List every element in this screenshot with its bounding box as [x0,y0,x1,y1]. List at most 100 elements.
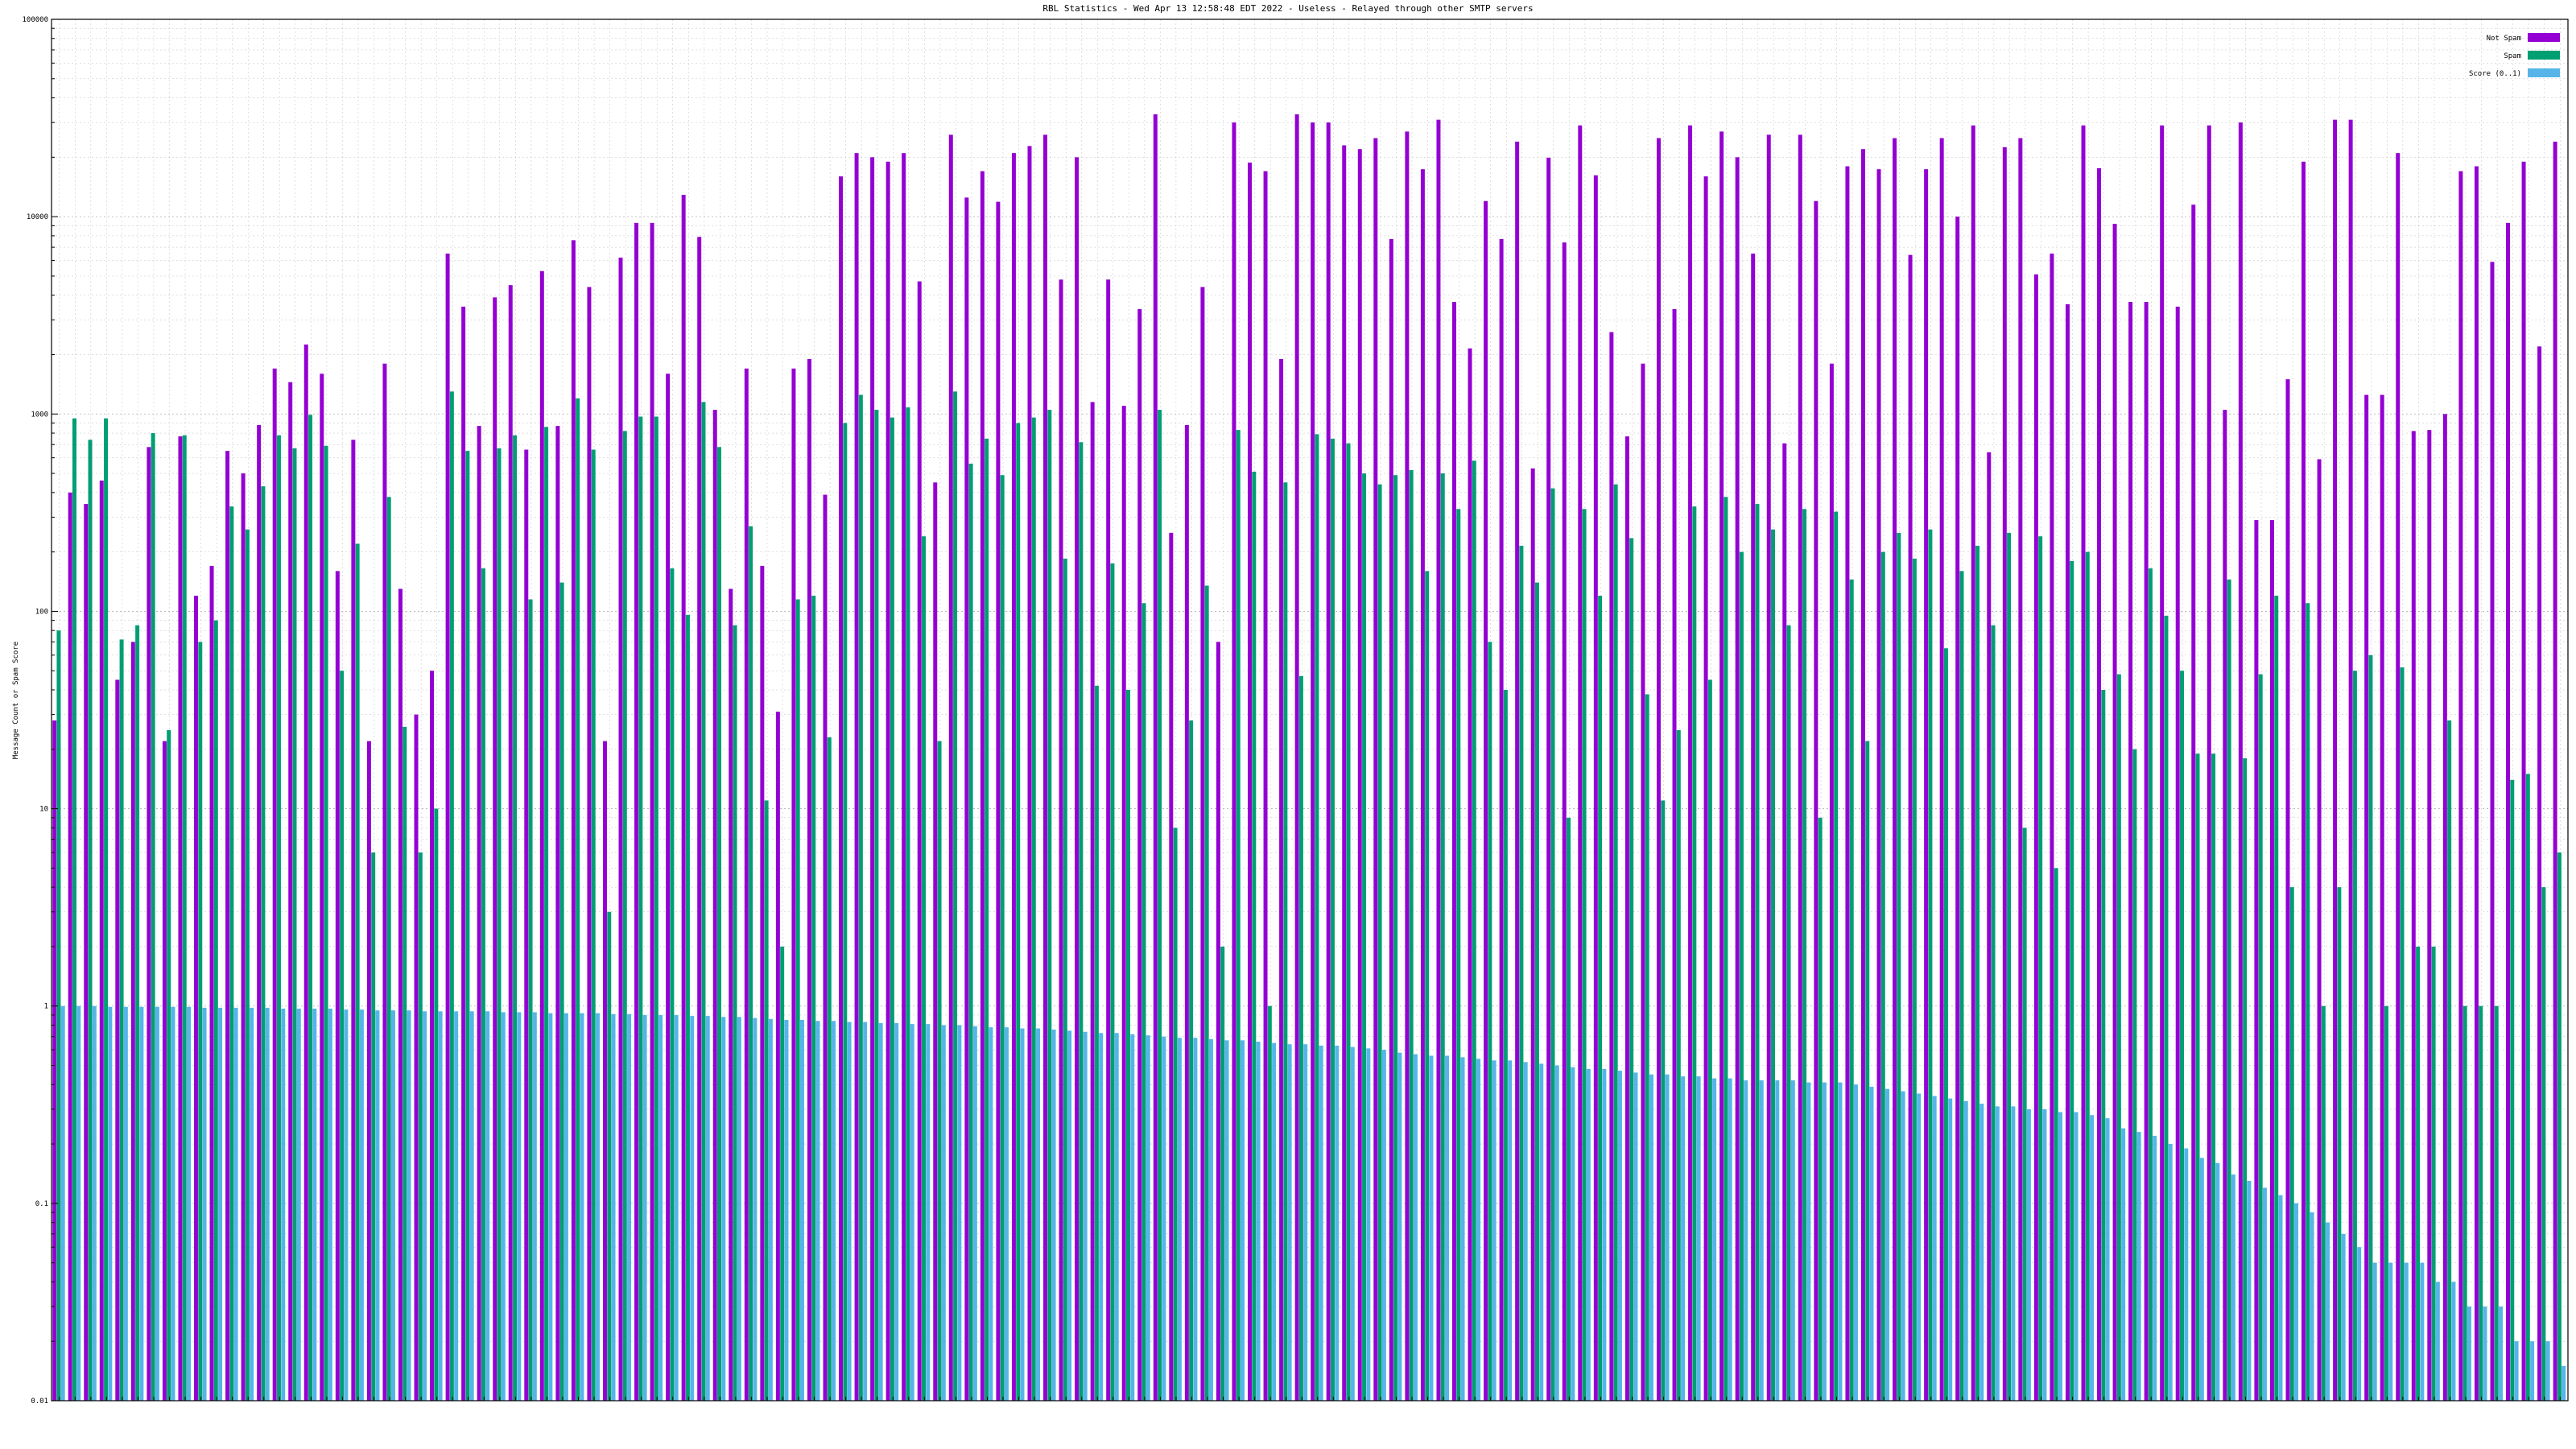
bar-spam [2384,1005,2388,1401]
bar-score [1917,1093,1922,1401]
bar-score [815,1021,820,1401]
bar-not-spam [2097,167,2102,1402]
bar-not-spam [1468,348,1472,1402]
bar-spam [371,852,376,1401]
bar-not-spam [1798,134,1802,1402]
bar-not-spam [225,451,230,1401]
bar-not-spam [84,504,89,1401]
bar-score [312,1008,317,1401]
bar-score [2278,1195,2283,1401]
bar-score [989,1027,993,1401]
bar-spam [2416,946,2421,1401]
bar-not-spam [1624,436,1629,1401]
bar-spam [1771,529,1776,1401]
bar-not-spam [1751,254,1756,1401]
bar-not-spam [2380,394,2384,1401]
bar-score [485,1011,490,1401]
legend-swatch [2528,68,2560,77]
bar-spam [2479,1005,2483,1401]
bar-not-spam [241,473,246,1401]
bar-spam [1267,1005,1272,1401]
bar-not-spam [209,565,214,1401]
bar-spam [245,529,250,1401]
bar-score [2215,1162,2220,1401]
bar-spam [1802,509,1807,1401]
bar-not-spam [2223,410,2227,1401]
bar-spam [576,398,580,1401]
bar-not-spam [775,712,780,1401]
bar-spam [968,464,973,1401]
bar-not-spam [1987,452,1992,1401]
bar-not-spam [1672,308,1677,1402]
bar-score [2199,1158,2204,1401]
bar-score [2530,1341,2535,1401]
bar-not-spam [1641,363,1645,1401]
bar-score [1759,1080,1764,1401]
legend-label: Spam [2504,52,2521,60]
bar-spam [811,596,816,1401]
bar-score [972,1026,977,1401]
bar-spam [1158,410,1162,1401]
bar-spam [72,418,76,1402]
bar-spam [733,625,737,1401]
bar-spam [1125,689,1130,1401]
bar-spam [1959,571,1964,1401]
bar-spam [308,415,313,1401]
bar-spam [182,435,187,1401]
bar-not-spam [2411,431,2416,1402]
bar-score [957,1025,962,1401]
bar-score [2090,1115,2095,1401]
bar-spam [1393,475,1398,1401]
bar-score [2388,1262,2393,1401]
bar-not-spam [115,679,120,1401]
bar-spam [685,614,690,1401]
bar-not-spam [1436,119,1441,1401]
bar-not-spam [2269,520,2274,1402]
bar-spam [449,391,454,1402]
bar-not-spam [2160,125,2165,1401]
bar-score [2294,1203,2299,1401]
bar-score [1554,1065,1559,1401]
bar-spam [1991,625,1996,1401]
bar-not-spam [744,368,749,1401]
bar-spam [2525,774,2530,1401]
bar-not-spam [1326,122,1331,1402]
bar-not-spam [1719,131,1724,1402]
legend-swatch [2528,51,2560,60]
bar-spam [2321,1005,2326,1401]
bar-spam [1503,689,1508,1401]
bar-spam [890,417,894,1401]
bar-score [1932,1096,1937,1401]
bar-score [753,1018,758,1401]
bar-spam [2431,946,2436,1401]
bar-spam [1598,596,1603,1401]
bar-score [1602,1068,1607,1401]
bar-score [2467,1307,2471,1401]
bar-spam [1409,469,1414,1401]
bar-spam [213,620,218,1401]
bar-spam [1739,551,1744,1401]
bar-not-spam [980,171,985,1402]
bar-spam [167,730,171,1401]
bar-not-spam [1939,138,1944,1402]
bar-score [1885,1088,1890,1401]
bar-not-spam [1782,443,1787,1401]
bar-score [737,1017,741,1401]
bar-score [532,1012,537,1401]
bar-score [517,1012,522,1401]
bar-spam [292,448,297,1401]
bar-score [344,1009,349,1401]
bar-not-spam [382,363,387,1401]
bar-spam [701,402,706,1402]
bar-spam [670,568,675,1401]
bar-spam [544,427,549,1401]
bar-spam [1645,694,1649,1401]
bar-score [1413,1054,1418,1401]
bar-spam [985,438,989,1401]
bar-not-spam [555,426,560,1402]
bar-score [721,1017,726,1401]
bar-spam [1440,473,1445,1401]
bar-not-spam [1279,358,1284,1401]
bar-score [469,1011,474,1401]
bar-spam [2022,828,2027,1401]
